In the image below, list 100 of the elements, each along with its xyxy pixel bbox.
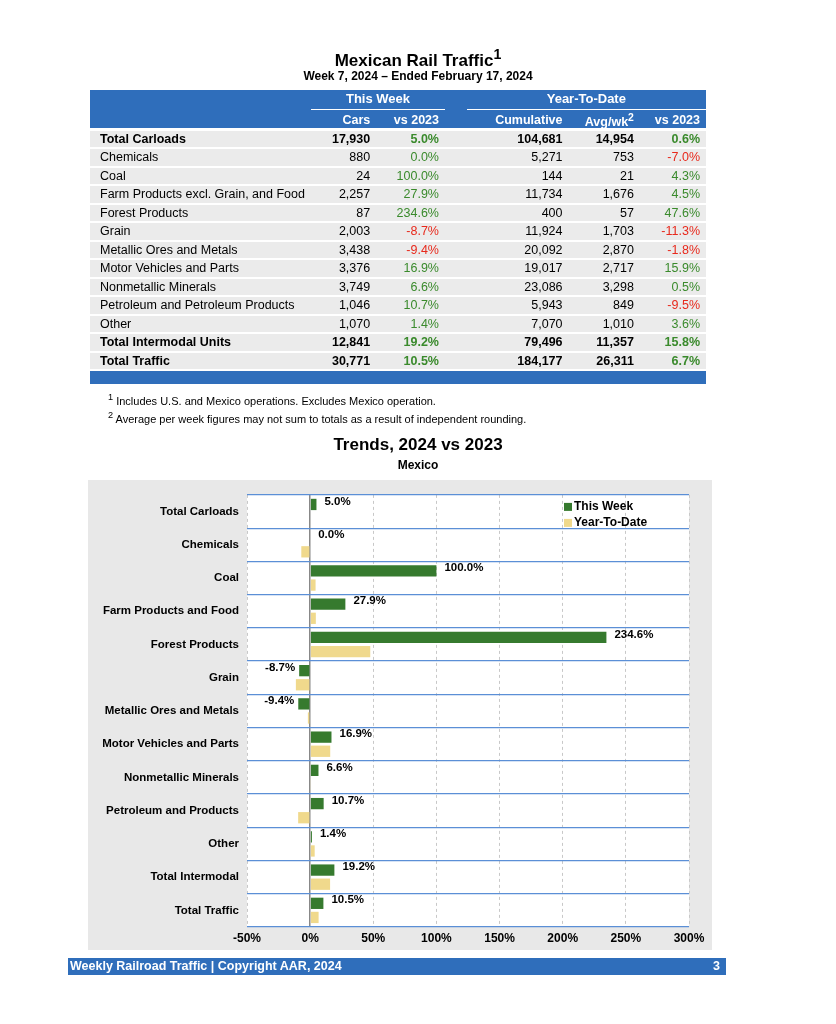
bar (310, 745, 331, 757)
data-label: 184,177 (466, 352, 569, 372)
x-tick-label: -50% (232, 930, 262, 945)
y-tick-label: Nonmetallic Minerals (123, 770, 239, 783)
data-label: 11,357 (568, 334, 640, 353)
y-tick-label: Petroleum and Products (106, 803, 239, 816)
data-label: 3,298 (568, 278, 640, 298)
bar (298, 812, 310, 824)
data-label: 87 (310, 204, 377, 224)
x-tick-label: vs 2023 (392, 112, 440, 130)
data-label: 1.4% (319, 827, 347, 840)
data-label: 2,003 (310, 223, 377, 242)
data-label: 234.6% (376, 204, 445, 224)
data-label: 30,771 (310, 352, 377, 372)
data-label: 57 (568, 204, 640, 224)
data-label: 400 (466, 204, 569, 224)
data-label: 24 (310, 167, 377, 187)
bar (310, 864, 335, 876)
y-tick-label: Metallic Ores and Metals (104, 704, 239, 717)
data-label: 5,271 (466, 149, 569, 168)
y-tick-label: Chemicals (90, 149, 311, 168)
data-label: 1,010 (568, 315, 640, 335)
bar (310, 565, 437, 577)
x-tick-label: 0% (301, 930, 320, 945)
data-label: -9.4% (264, 694, 295, 707)
y-tick-label: Total Carloads (90, 130, 311, 150)
data-label: 21 (568, 167, 640, 187)
text: Weekly Railroad Traffic | Copyright AAR, 2024 (70, 959, 342, 973)
text: This Week (310, 90, 445, 110)
x-tick-label: Cumulative (494, 112, 564, 130)
data-label: 27.9% (376, 186, 445, 205)
data-label: 17,930 (310, 130, 377, 150)
data-label: 5.0% (376, 130, 445, 150)
data-label: 1,046 (310, 297, 377, 316)
data-label: 19.2% (376, 334, 445, 353)
data-label: 0.6% (639, 130, 706, 150)
data-label: 14,954 (568, 130, 640, 150)
data-label: 6.6% (326, 760, 353, 773)
y-tick-label: Total Intermodal Units (90, 334, 311, 353)
data-label: -1.8% (639, 241, 706, 261)
data-label: -8.7% (376, 223, 445, 242)
x-tick-label: 300% (673, 930, 705, 945)
bar (299, 665, 310, 677)
y-tick-label: Nonmetallic Minerals (90, 278, 311, 298)
data-label: 19.2% (342, 860, 375, 873)
data-label: 0.0% (318, 527, 345, 540)
data-label: 79,496 (466, 334, 569, 353)
data-label: 15.9% (639, 260, 706, 279)
text: $^{1}$ Includes U.S. and Mexico operations. Excludes Mexico operation. (108, 392, 436, 407)
text: $^{2}$ Average per week figures may not sum to totals as a result of independent rounding. (108, 410, 527, 425)
y-tick-label: Grain (208, 670, 239, 683)
bar (310, 911, 319, 924)
bar (310, 764, 319, 777)
y-tick-label: Chemicals (181, 537, 239, 550)
legend-label: This Week (574, 499, 634, 514)
y-tick-label: Forest Products (90, 204, 311, 224)
y-tick-label: Other (90, 315, 311, 335)
chart-subtitle: Week 7, 2024 – Ended February 17, 2024 (302, 69, 534, 83)
y-tick-label: Farm Products excl. Grain, and Food (90, 186, 311, 205)
bar (310, 579, 316, 591)
y-tick-label: Coal (90, 167, 311, 187)
bar (310, 845, 315, 857)
data-label: 880 (310, 149, 377, 168)
bar (310, 897, 324, 909)
data-label: 849 (568, 297, 640, 316)
x-tick-label: Cars (341, 112, 372, 130)
y-tick-label: Petroleum and Petroleum Products (90, 297, 311, 316)
data-label: 3.6% (639, 315, 706, 335)
data-label: 4.5% (639, 186, 706, 205)
data-label: 10.5% (376, 352, 445, 372)
data-label: 3,749 (310, 278, 377, 298)
bar (310, 631, 607, 644)
data-label: 1,703 (568, 223, 640, 242)
data-label: 144 (466, 167, 569, 187)
chart-title: Mexican Rail Traffic$^{1}$ (333, 46, 503, 71)
data-label: 7,070 (466, 315, 569, 335)
data-label: 0.0% (376, 149, 445, 168)
text: Year-To-Date (466, 90, 706, 110)
data-label: 1,676 (568, 186, 640, 205)
x-tick-label: Avg/wk$^{2}$ (583, 111, 635, 131)
x-tick-label: 200% (547, 930, 579, 945)
y-tick-label: Grain (90, 223, 311, 242)
bar (310, 878, 331, 890)
data-label: 19,017 (466, 260, 569, 279)
data-label: 753 (568, 149, 640, 168)
y-tick-label: Metallic Ores and Metals (90, 241, 311, 261)
bar (298, 698, 310, 710)
data-label: 100.0% (444, 561, 484, 574)
y-tick-label: Farm Products and Food (102, 604, 239, 617)
y-tick-label: Total Traffic (174, 903, 240, 916)
data-label: 27.9% (353, 594, 386, 607)
data-label: 47.6% (639, 204, 706, 224)
y-tick-label: Motor Vehicles and Parts (90, 260, 311, 279)
data-label: -11.3% (639, 223, 706, 242)
data-label: 5.0% (324, 494, 351, 507)
data-label: 10.7% (331, 793, 365, 806)
data-label: 4.3% (639, 167, 706, 187)
data-label: 6.7% (639, 352, 706, 372)
bar (310, 797, 324, 810)
data-label: 16.9% (376, 260, 445, 279)
